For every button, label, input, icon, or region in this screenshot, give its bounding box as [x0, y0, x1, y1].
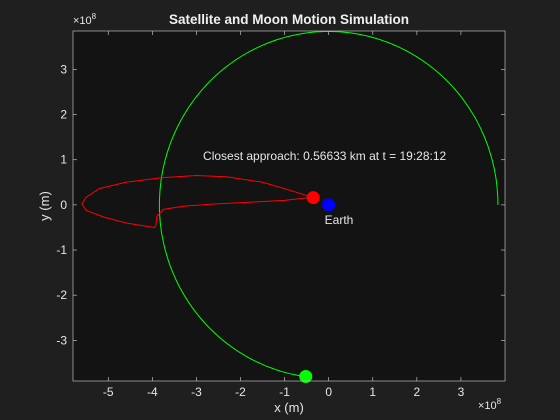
y-tick-label: -1	[56, 243, 67, 257]
y-tick-label: -2	[56, 288, 67, 302]
x-tick-label: -5	[103, 385, 114, 399]
x-tick-label: -1	[279, 385, 290, 399]
y-tick-label: 3	[60, 62, 67, 76]
x-tick-label: -4	[147, 385, 158, 399]
y-tick-label: 2	[60, 108, 67, 122]
plot-area	[73, 31, 505, 381]
x-tick-label: 1	[369, 385, 376, 399]
earth-label: Earth	[325, 213, 354, 227]
earth-marker	[322, 198, 335, 211]
closest-approach-annotation: Closest approach: 0.56633 km at t = 19:2…	[203, 149, 446, 163]
x-tick-label: -2	[235, 385, 246, 399]
x-axis-label: x (m)	[274, 400, 304, 415]
y-axis-label: y (m)	[37, 191, 52, 221]
x-tick-label: 3	[458, 385, 465, 399]
satellite-marker	[307, 191, 320, 204]
y-tick-label: 0	[60, 198, 67, 212]
x-tick-label: 0	[325, 385, 332, 399]
x-tick-label: -3	[191, 385, 202, 399]
y-tick-label: -3	[56, 333, 67, 347]
chart-title: Satellite and Moon Motion Simulation	[169, 12, 409, 27]
x-tick-label: 2	[413, 385, 420, 399]
y-tick-label: 1	[60, 153, 67, 167]
